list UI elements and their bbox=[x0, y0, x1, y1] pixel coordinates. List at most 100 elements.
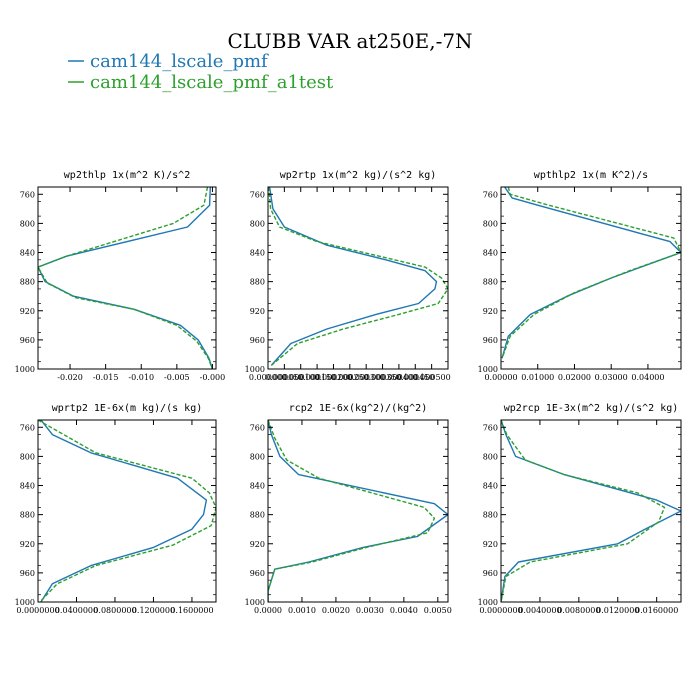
series-group bbox=[38, 187, 214, 369]
series-line bbox=[268, 420, 448, 602]
series-group bbox=[268, 187, 448, 366]
legend-label: cam144_lscale_pmf bbox=[90, 51, 269, 72]
series-line bbox=[501, 187, 681, 359]
y-tick-label: 760 bbox=[250, 423, 265, 432]
legend-label: cam144_lscale_pmf_a1test bbox=[90, 72, 334, 93]
x-tick-label: 0.0800000 bbox=[93, 606, 136, 615]
y-tick-label: 920 bbox=[250, 540, 265, 549]
x-tick-label: 0.000450 bbox=[396, 373, 434, 382]
y-tick-label: 840 bbox=[250, 249, 265, 258]
x-tick-label: 0.1600000 bbox=[170, 606, 213, 615]
series-group bbox=[501, 420, 681, 602]
y-tick-label: 1000 bbox=[15, 365, 35, 374]
y-tick-label: 880 bbox=[250, 278, 265, 287]
x-tick-label: 0.0160000 bbox=[635, 606, 678, 615]
y-tick-label: 800 bbox=[20, 219, 35, 228]
figure-title: CLUBB VAR at250E,-7N bbox=[227, 29, 472, 53]
legend-entry: cam144_lscale_pmf bbox=[68, 51, 269, 72]
y-tick-label: 960 bbox=[250, 336, 265, 345]
x-tick-label: 0.0400000 bbox=[55, 606, 98, 615]
series-group bbox=[268, 420, 448, 602]
y-tick-label: 760 bbox=[483, 423, 498, 432]
panel-title: wpthlp2 1x(m K^2)/s bbox=[534, 170, 648, 181]
x-tick-label: 0.0120000 bbox=[596, 606, 639, 615]
x-tick-label: -0.000 bbox=[200, 373, 226, 382]
y-tick-label: 760 bbox=[483, 190, 498, 199]
plot-frame bbox=[37, 186, 217, 370]
y-tick-label: 840 bbox=[250, 482, 265, 491]
y-tick-label: 880 bbox=[20, 511, 35, 520]
legend: cam144_lscale_pmf cam144_lscale_pmf_a1te… bbox=[68, 51, 334, 93]
x-tick-label: 0.000350 bbox=[363, 373, 401, 382]
y-tick-label: 760 bbox=[250, 190, 265, 199]
x-tick-label: 0.00000 bbox=[484, 373, 517, 382]
x-tick-label: 0.0030 bbox=[356, 606, 384, 615]
chart-panel: wp2rcp 1E-3x(m^2 kg)/(s^2 kg) 760 800 840 88… bbox=[478, 403, 682, 615]
x-tick-label: 0.000200 bbox=[314, 373, 352, 382]
x-tick-label: 0.000300 bbox=[347, 373, 385, 382]
plot-frame bbox=[267, 419, 449, 603]
x-tick-label: 0.000150 bbox=[298, 373, 336, 382]
panel-title: rcp2 1E-6x(kg^2)/(kg^2) bbox=[289, 403, 427, 414]
y-tick-label: 880 bbox=[250, 511, 265, 520]
panel-title: wp2rcp 1E-3x(m^2 kg)/(s^2 kg) bbox=[504, 403, 679, 414]
y-tick-label: 920 bbox=[20, 307, 35, 316]
y-tick-label: 960 bbox=[483, 336, 498, 345]
x-tick-label: 0.000100 bbox=[282, 373, 320, 382]
plot-frame bbox=[37, 419, 217, 603]
y-tick-label: 920 bbox=[483, 540, 498, 549]
y-tick-label: 880 bbox=[483, 511, 498, 520]
y-tick-label: 760 bbox=[20, 190, 35, 199]
x-tick-label: -0.005 bbox=[164, 373, 190, 382]
y-tick-label: 840 bbox=[483, 482, 498, 491]
x-tick-label: 0.02000 bbox=[558, 373, 591, 382]
x-tick-label: 0.0000000 bbox=[16, 606, 59, 615]
y-tick-label: 960 bbox=[20, 569, 35, 578]
series-line bbox=[268, 187, 438, 366]
series-line bbox=[501, 420, 666, 602]
x-tick-label: 0.0000 bbox=[254, 606, 282, 615]
chart-panel: wpthlp2 1x(m K^2)/s 760 800 840 880 920 960 100… bbox=[478, 170, 682, 382]
x-tick-label: 0.000400 bbox=[380, 373, 418, 382]
y-tick-label: 920 bbox=[483, 307, 498, 316]
y-tick-label: 840 bbox=[483, 249, 498, 258]
series-line bbox=[268, 420, 436, 602]
chart-panel: wp2thlp 1x(m^2 K)/s^2 760 800 840 880 920 960 1… bbox=[15, 170, 226, 382]
panel-title: wp2thlp 1x(m^2 K)/s^2 bbox=[64, 170, 190, 181]
x-tick-label: 0.000000 bbox=[249, 373, 287, 382]
y-tick-label: 880 bbox=[483, 278, 498, 287]
chart-panel: wp2rtp 1x(m^2 kg)/(s^2 kg) 760 800 840 880 92… bbox=[245, 170, 451, 382]
series-group bbox=[38, 420, 216, 602]
y-tick-label: 800 bbox=[250, 452, 265, 461]
series-line bbox=[501, 420, 681, 602]
chart-panel: wprtp2 1E-6x(m kg)/(s kg) 760 800 840 880 920… bbox=[15, 403, 217, 615]
x-tick-label: 0.01000 bbox=[521, 373, 554, 382]
x-tick-label: 0.1200000 bbox=[132, 606, 175, 615]
y-tick-label: 1000 bbox=[245, 365, 265, 374]
y-tick-label: 800 bbox=[20, 452, 35, 461]
y-tick-label: 1000 bbox=[478, 365, 498, 374]
y-tick-label: 920 bbox=[250, 307, 265, 316]
y-tick-label: 960 bbox=[20, 336, 35, 345]
x-tick-label: -0.020 bbox=[57, 373, 83, 382]
x-tick-label: 0.0020 bbox=[322, 606, 350, 615]
x-tick-label: 0.04000 bbox=[631, 373, 664, 382]
chart-panel: rcp2 1E-6x(kg^2)/(kg^2) 760 800 840 880 920 96… bbox=[245, 403, 452, 615]
y-tick-label: 880 bbox=[20, 278, 35, 287]
y-tick-label: 800 bbox=[250, 219, 265, 228]
x-tick-label: 0.000050 bbox=[265, 373, 303, 382]
plot-frame bbox=[500, 419, 682, 603]
x-tick-label: 0.03000 bbox=[595, 373, 628, 382]
series-group bbox=[501, 187, 681, 359]
x-tick-label: 0.0080000 bbox=[557, 606, 600, 615]
plot-frame bbox=[500, 186, 682, 370]
y-tick-label: 920 bbox=[20, 540, 35, 549]
y-tick-label: 1000 bbox=[15, 598, 35, 607]
y-tick-label: 1000 bbox=[245, 598, 265, 607]
y-tick-label: 1000 bbox=[478, 598, 498, 607]
x-tick-label: 0.0050 bbox=[424, 606, 452, 615]
panel-title: wprtp2 1E-6x(m kg)/(s kg) bbox=[52, 403, 203, 414]
panel-title: wp2rtp 1x(m^2 kg)/(s^2 kg) bbox=[280, 170, 437, 181]
